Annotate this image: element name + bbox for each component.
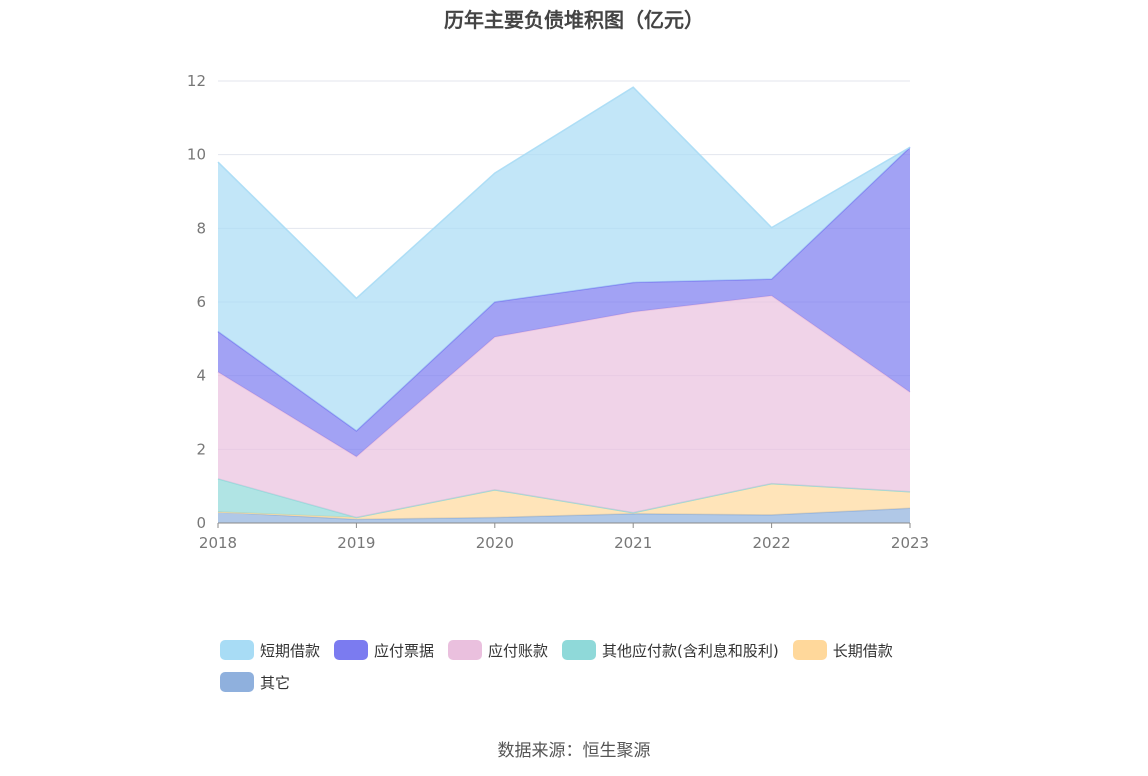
- y-tick-label: 2: [196, 440, 206, 458]
- area-series-应付账款: [218, 295, 910, 518]
- x-tick-label: 2018: [199, 534, 237, 552]
- legend-label: 应付账款: [488, 641, 549, 660]
- stacked-area-chart: 0 2 4 6 8 10 12 2018 2019 2020 2021 2022 2023: [187, 72, 929, 552]
- legend-label: 其它: [260, 673, 291, 692]
- legend-item[interactable]: 短期借款: [220, 640, 320, 660]
- y-tick-label: 12: [187, 72, 206, 90]
- x-tick-label: 2019: [337, 534, 375, 552]
- area-series-其他应付款(含利息和股利): [218, 478, 910, 518]
- y-tick-label: 8: [196, 219, 206, 237]
- x-tick-label: 2020: [476, 534, 514, 552]
- y-tick-label: 0: [196, 514, 206, 532]
- legend-label: 其他应付款(含利息和股利): [602, 641, 779, 660]
- x-tick-label: 2023: [891, 534, 929, 552]
- area-series-短期借款: [218, 87, 910, 431]
- legend-swatch: [792, 640, 827, 660]
- legend-swatch: [220, 672, 254, 692]
- legend-swatch: [448, 640, 483, 660]
- chart-legend: 短期借款 应付票据 应付账款 其他应付款(含利息和股利) 长期借款其它: [220, 640, 960, 692]
- chart-title: 历年主要负债堆积图（亿元）: [444, 8, 704, 32]
- y-tick-label: 10: [187, 146, 206, 164]
- legend-item[interactable]: 长期借款: [792, 640, 893, 660]
- legend-swatch: [334, 640, 369, 660]
- legend-item[interactable]: 其它: [220, 672, 290, 692]
- legend-item[interactable]: 应付账款: [448, 640, 548, 660]
- series-line-短期借款: [217, 86, 911, 300]
- legend-swatch: [562, 640, 597, 660]
- legend-label: 短期借款: [260, 641, 321, 660]
- legend-label: 长期借款: [832, 641, 893, 660]
- y-tick-label: 6: [196, 293, 206, 311]
- x-tick-label: 2021: [614, 534, 652, 552]
- y-tick-label: 4: [196, 367, 206, 385]
- legend-swatch: [220, 640, 254, 660]
- series-line-其它: [217, 507, 911, 521]
- area-series-应付票据: [218, 147, 910, 457]
- legend-item[interactable]: 其他应付款(含利息和股利): [562, 640, 779, 660]
- legend-item[interactable]: 应付票据: [334, 640, 434, 660]
- data-source-note: 数据来源：恒生聚源: [497, 741, 651, 761]
- x-tick-label: 2022: [753, 534, 791, 552]
- legend-label: 应付票据: [374, 641, 435, 660]
